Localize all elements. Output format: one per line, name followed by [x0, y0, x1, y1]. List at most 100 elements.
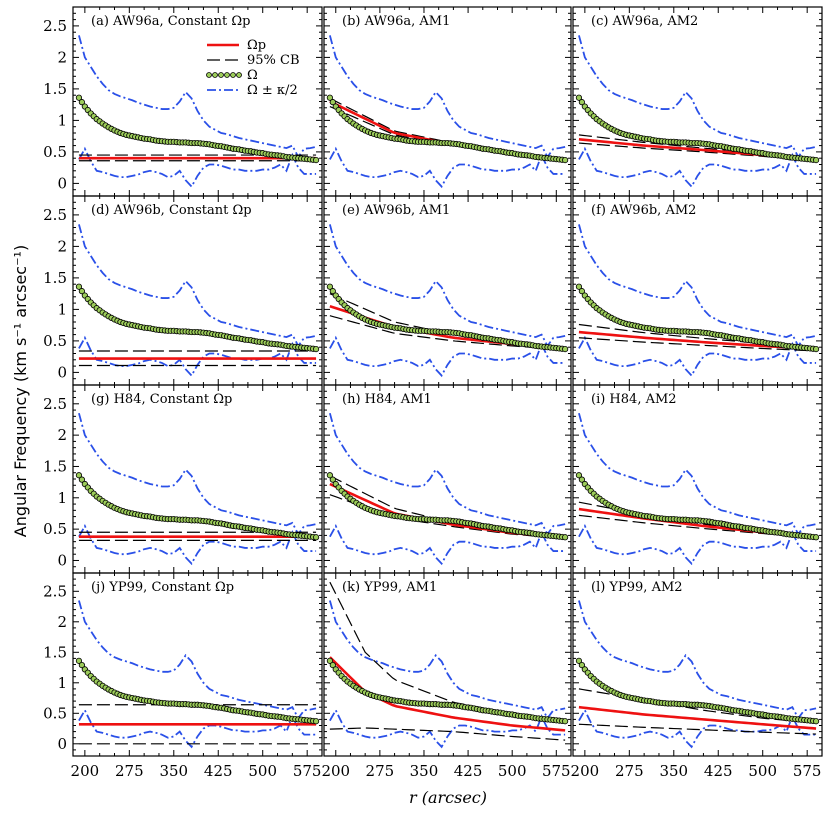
- y-tick-label: 0.5: [43, 520, 67, 538]
- x-tick-label: 200: [71, 762, 100, 780]
- y-tick-label: 0.5: [43, 143, 67, 161]
- omega-point: [78, 662, 85, 669]
- legend-label: Ω: [247, 68, 258, 83]
- panel-plot-area: [326, 224, 569, 378]
- panel-label: (l) YP99, AM2: [591, 580, 683, 595]
- panel-plot-area: [575, 412, 820, 566]
- y-tick-label: 2.5: [43, 206, 67, 224]
- x-tick-label: 500: [498, 762, 527, 780]
- omega-point: [575, 472, 583, 479]
- y-tick-label: 1.5: [43, 457, 67, 475]
- panel-label: (a) AW96a, Constant Ωp: [91, 14, 250, 29]
- x-tick-label: 575: [293, 762, 322, 780]
- panel-plot-area: [575, 224, 820, 378]
- legend-omega-swatch: [218, 72, 224, 78]
- cb-lower-line: [329, 727, 566, 741]
- omega-point: [812, 534, 820, 541]
- kappa-upper-line: [78, 224, 317, 348]
- y-tick-label: 1.5: [43, 643, 67, 661]
- cb-lower-line: [578, 723, 817, 735]
- panel-b: (b) AW96a, AM1: [323, 6, 572, 197]
- omega-point: [812, 156, 820, 164]
- omega-point: [812, 345, 820, 353]
- panel-h: (h) H84, AM1: [323, 384, 572, 574]
- panel-frame: [572, 384, 823, 574]
- x-tick-label: 200: [571, 762, 600, 780]
- panels-layer: 0 0.5 1 1.5 2 2.5 (a) AW96a, Constant Ωp (b) AW…: [43, 6, 823, 780]
- legend-omega-swatch: [236, 72, 242, 78]
- panel-plot-area: [75, 600, 320, 749]
- kappa-lower-line: [78, 524, 317, 566]
- omega-p-line: [578, 705, 817, 730]
- kappa-upper-line: [329, 600, 566, 720]
- y-tick-label: 1: [57, 489, 67, 507]
- y-tick-label: 1: [57, 674, 67, 692]
- legend-omega-swatch: [206, 72, 212, 78]
- panel-plot-area: [75, 224, 320, 378]
- kappa-upper-line: [578, 412, 817, 536]
- cb-upper-line: [329, 581, 566, 722]
- x-tick-label: 275: [115, 762, 144, 780]
- omega-point: [75, 94, 83, 101]
- legend-omega-swatch: [212, 72, 218, 78]
- omega-point: [312, 345, 320, 353]
- x-tick-label: 500: [748, 762, 777, 780]
- kappa-upper-line: [578, 600, 817, 720]
- panel-frame: [572, 195, 823, 386]
- omega-point: [326, 283, 333, 290]
- y-tick-label: 0: [57, 735, 67, 753]
- panel-label: (j) YP99, Constant Ωp: [91, 580, 234, 595]
- y-tick-label: 1: [57, 300, 67, 318]
- y-tick-label: 2.5: [43, 17, 67, 35]
- y-tick-label: 0: [57, 363, 67, 381]
- omega-point: [578, 288, 585, 295]
- omega-point: [562, 156, 569, 164]
- panel-e: (e) AW96b, AM1: [323, 195, 572, 386]
- omega-point: [578, 662, 585, 669]
- omega-point: [578, 476, 585, 483]
- y-tick-label: 1.5: [43, 269, 67, 287]
- omega-point: [312, 718, 320, 725]
- legend-omega-swatch: [224, 72, 230, 78]
- legend-label: Ωp: [247, 38, 266, 53]
- panel-label: (g) H84, Constant Ωp: [91, 392, 232, 407]
- panel-plot-area: [75, 35, 320, 189]
- cb-lower-line: [578, 337, 817, 352]
- panel-label: (d) AW96b, Constant Ωp: [91, 203, 252, 218]
- omega-point: [78, 288, 85, 295]
- y-tick-label: 2: [57, 48, 67, 66]
- kappa-upper-line: [78, 600, 317, 720]
- panel-d: 0 0.5 1 1.5 2 2.5 (d) AW96b, Constant Ωp: [43, 195, 323, 386]
- kappa-lower-line: [578, 524, 817, 566]
- y-tick-label: 0: [57, 551, 67, 569]
- kappa-upper-line: [329, 224, 566, 348]
- omega-point: [562, 718, 569, 725]
- panel-label: (c) AW96a, AM2: [591, 14, 698, 29]
- omega-point: [312, 534, 320, 541]
- kappa-lower-line: [578, 335, 817, 378]
- omega-point: [812, 718, 820, 725]
- x-tick-label: 350: [159, 762, 188, 780]
- kappa-lower-line: [578, 708, 817, 749]
- kappa-lower-line: [329, 146, 566, 189]
- omega-point: [562, 534, 569, 541]
- panel-plot-area: [575, 600, 820, 749]
- y-tick-label: 0.5: [43, 332, 67, 350]
- kappa-lower-line: [78, 708, 317, 749]
- y-tick-label: 1: [57, 111, 67, 129]
- omega-point: [575, 94, 583, 101]
- omega-point: [329, 476, 336, 483]
- y-tick-label: 2.5: [43, 395, 67, 413]
- x-tick-label: 275: [615, 762, 644, 780]
- x-tick-label: 350: [410, 762, 439, 780]
- omega-point: [312, 156, 320, 164]
- omega-point: [326, 657, 333, 664]
- legend-omega-swatch: [230, 72, 236, 78]
- omega-point: [575, 657, 583, 664]
- omega-point: [578, 99, 585, 106]
- omega-point: [75, 283, 83, 290]
- kappa-upper-line: [329, 35, 566, 159]
- omega-point: [326, 472, 333, 479]
